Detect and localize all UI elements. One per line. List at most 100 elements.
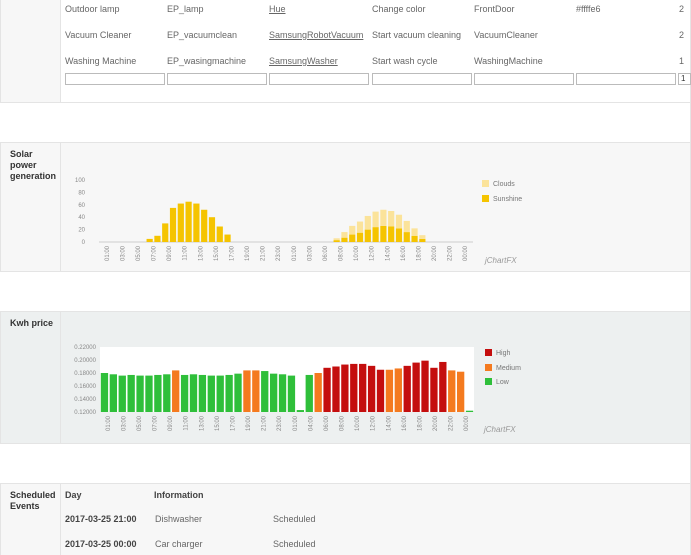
table-row: Vacuum Cleaner EP_vacuumclean SamsungRob… bbox=[61, 30, 691, 48]
bar-price bbox=[412, 362, 420, 412]
x-tick-label: 18:00 bbox=[417, 415, 423, 431]
bar-sunshine bbox=[169, 207, 177, 242]
bar-price bbox=[207, 375, 215, 412]
bar-price bbox=[287, 375, 296, 412]
bar-sunshine bbox=[224, 234, 231, 242]
x-tick-label: 01:00 bbox=[105, 245, 111, 261]
legend-medium-swatch bbox=[485, 364, 492, 371]
x-tick-label: 17:00 bbox=[230, 415, 236, 431]
bar-price bbox=[430, 367, 438, 412]
table-row: Outdoor lamp EP_lamp Hue Change color Fr… bbox=[61, 4, 691, 22]
bar-clouds bbox=[349, 225, 356, 235]
new-ep-input[interactable] bbox=[167, 73, 267, 85]
device-count: 2 bbox=[679, 30, 685, 40]
legend-sunshine-swatch bbox=[482, 195, 489, 202]
bar-price bbox=[296, 410, 305, 412]
bar-price bbox=[127, 374, 135, 412]
y-tick-label: 0 bbox=[82, 240, 86, 246]
bar-price bbox=[225, 374, 233, 412]
device-name: Vacuum Cleaner bbox=[65, 30, 132, 40]
bar-price bbox=[100, 373, 109, 412]
bar-price bbox=[421, 360, 429, 412]
bar-price bbox=[180, 374, 189, 412]
price-row: Kwh price 0.12000 0.14000 0.16000 0.18000 0.… bbox=[0, 311, 691, 443]
device-table: Outdoor lamp EP_lamp Hue Change color Fr… bbox=[61, 0, 691, 102]
legend-low-label: Low bbox=[496, 379, 509, 386]
device-table-label bbox=[0, 0, 61, 102]
bar-clouds bbox=[403, 220, 410, 233]
bar-price bbox=[323, 367, 331, 412]
legend-medium-label: Medium bbox=[496, 365, 521, 372]
new-action-input[interactable] bbox=[372, 73, 472, 85]
x-tick-label: 11:00 bbox=[184, 415, 190, 430]
legend-clouds-swatch bbox=[482, 180, 489, 187]
bar-clouds bbox=[395, 214, 403, 229]
device-action: Start vacuum cleaning bbox=[372, 30, 462, 40]
new-param-input[interactable] bbox=[576, 73, 676, 85]
x-tick-label: 20:00 bbox=[433, 415, 439, 431]
device-table-row: Outdoor lamp EP_lamp Hue Change color Fr… bbox=[0, 0, 691, 102]
table-row: Washing Machine EP_wasingmachine Samsung… bbox=[61, 56, 691, 74]
bar-sunshine bbox=[356, 232, 364, 242]
bar-price bbox=[359, 363, 367, 412]
device-action: Start wash cycle bbox=[372, 56, 438, 66]
device-plugin-link[interactable]: Hue bbox=[269, 4, 286, 14]
y-tick-label: 0.12000 bbox=[74, 410, 96, 416]
device-action: Change color bbox=[372, 4, 426, 14]
chartfx-logo: jChartFX bbox=[485, 256, 517, 265]
bar-sunshine bbox=[193, 203, 200, 242]
x-tick-label: 13:00 bbox=[199, 415, 205, 431]
x-tick-label: 09:00 bbox=[168, 415, 174, 431]
solar-chart: 0 20 40 60 80 100 01:00 03:00 05:00 07:00 09:00 11:… bbox=[75, 178, 473, 261]
device-count: 1 bbox=[679, 56, 685, 66]
bar-price bbox=[136, 375, 144, 412]
x-tick-label: 00:00 bbox=[464, 415, 470, 431]
x-tick-label: 18:00 bbox=[416, 245, 422, 261]
device-name: Washing Machine bbox=[65, 56, 137, 66]
x-tick-label: 21:00 bbox=[262, 415, 268, 431]
legend-sunshine-label: Sunshine bbox=[493, 196, 523, 203]
bar-sunshine bbox=[333, 240, 340, 242]
bar-price bbox=[154, 374, 162, 412]
legend-medium: Medium bbox=[485, 364, 521, 372]
x-tick-label: 01:00 bbox=[293, 415, 299, 431]
x-tick-label: 05:00 bbox=[136, 245, 142, 261]
device-ep: EP_vacuumclean bbox=[167, 30, 238, 40]
bar-sunshine bbox=[208, 217, 216, 242]
bar-price bbox=[367, 365, 376, 412]
event-day: 2017-03-25 00:00 bbox=[65, 539, 137, 549]
bar-clouds bbox=[388, 211, 395, 227]
new-target-input[interactable] bbox=[474, 73, 574, 85]
new-count-select[interactable]: 1 ▾ bbox=[678, 73, 691, 85]
x-tick-label: 11:00 bbox=[183, 245, 189, 260]
bar-sunshine bbox=[395, 228, 403, 242]
bar-sunshine bbox=[364, 229, 371, 242]
events-header-info: Information bbox=[154, 490, 204, 500]
y-tick-label: 20 bbox=[78, 228, 85, 234]
legend-clouds: Clouds bbox=[482, 180, 515, 188]
x-tick-label: 12:00 bbox=[370, 245, 376, 261]
device-count: 2 bbox=[679, 4, 685, 14]
new-name-input[interactable] bbox=[65, 73, 165, 85]
bar-sunshine bbox=[403, 232, 410, 242]
bar-sunshine bbox=[341, 237, 348, 242]
bar-price bbox=[385, 369, 394, 412]
y-tick-label: 0.16000 bbox=[74, 384, 96, 390]
device-plugin-link[interactable]: SamsungWasher bbox=[269, 56, 338, 66]
device-plugin-link[interactable]: SamsungRobotVacuum bbox=[269, 30, 364, 40]
y-tick-label: 0.18000 bbox=[74, 371, 96, 377]
bar-price bbox=[341, 364, 349, 412]
bar-price bbox=[243, 370, 251, 412]
bar-sunshine bbox=[411, 235, 418, 242]
x-tick-label: 10:00 bbox=[354, 245, 360, 261]
x-tick-label: 14:00 bbox=[385, 245, 391, 261]
legend-sunshine: Sunshine bbox=[482, 195, 522, 203]
bar-clouds bbox=[419, 235, 426, 239]
bar-sunshine bbox=[201, 209, 208, 242]
bar-price bbox=[252, 370, 260, 412]
new-plugin-input[interactable] bbox=[269, 73, 369, 85]
solar-chart-panel: 0 20 40 60 80 100 01:00 03:00 05:00 07:00 09:00 11:… bbox=[61, 143, 691, 271]
x-tick-label: 06:00 bbox=[323, 245, 329, 261]
device-target: WashingMachine bbox=[474, 56, 543, 66]
bar-price bbox=[261, 371, 269, 412]
